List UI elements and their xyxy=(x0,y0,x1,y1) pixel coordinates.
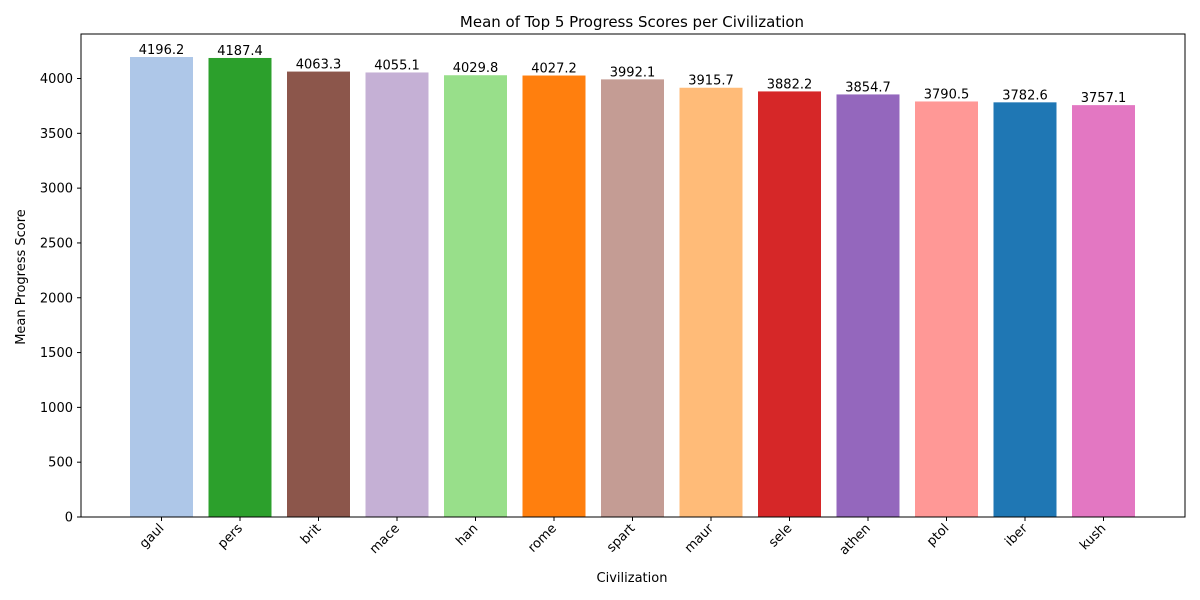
y-tick-label: 0 xyxy=(65,511,73,526)
bar-iber xyxy=(993,102,1057,518)
x-tick-label-pers: pers xyxy=(215,521,246,552)
x-axis-label: Civilization xyxy=(597,571,668,586)
data-label-gaul: 4196.2 xyxy=(139,43,185,58)
chart-title: Mean of Top 5 Progress Scores per Civili… xyxy=(460,13,804,31)
x-tick-label-athen: athen xyxy=(837,521,874,558)
bar-maur xyxy=(679,87,743,517)
data-label-rome: 4027.2 xyxy=(531,62,577,77)
data-label-mace: 4055.1 xyxy=(374,58,420,73)
y-tick-label: 2500 xyxy=(40,236,73,251)
bar-brit xyxy=(287,71,350,518)
x-tick-label-kush: kush xyxy=(1077,521,1109,553)
data-label-iber: 3782.6 xyxy=(1002,88,1048,103)
bar-spart xyxy=(601,79,664,518)
x-tick-label-mace: mace xyxy=(367,521,403,557)
x-tick-label-gaul: gaul xyxy=(137,521,167,551)
bar-ptol xyxy=(915,101,978,517)
data-label-kush: 3757.1 xyxy=(1081,91,1127,106)
data-label-ptol: 3790.5 xyxy=(924,87,970,102)
bar-athen xyxy=(836,94,900,517)
y-tick-label: 3000 xyxy=(40,182,73,197)
bar-mace xyxy=(365,72,429,517)
y-tick-label: 1000 xyxy=(40,401,73,416)
data-label-athen: 3854.7 xyxy=(845,80,891,95)
y-axis-label: Mean Progress Score xyxy=(14,209,29,345)
bar-gaul xyxy=(130,56,193,517)
bars-layer xyxy=(130,56,1135,518)
y-tick-label: 3500 xyxy=(40,127,73,142)
x-tick-label-iber: iber xyxy=(1002,521,1031,550)
x-tick-label-brit: brit xyxy=(298,521,324,547)
y-tick-label: 4000 xyxy=(40,72,73,87)
data-label-spart: 3992.1 xyxy=(610,65,656,80)
x-tick-label-han: han xyxy=(453,521,481,549)
bar-kush xyxy=(1072,105,1135,517)
data-labels-layer: 4196.2 4187.4 4063.3 4055.1 4029.8 4027.2 3992… xyxy=(139,43,1127,106)
data-label-brit: 4063.3 xyxy=(296,58,342,73)
x-tick-label-spart: spart xyxy=(604,521,638,555)
data-label-han: 4029.8 xyxy=(453,61,499,76)
y-tick-label: 2000 xyxy=(40,291,73,306)
y-tick-label: 500 xyxy=(48,456,73,471)
y-axis: 0 500 1000 1500 2000 2500 3000 3500 4000 xyxy=(40,72,81,526)
bar-sele xyxy=(758,91,821,517)
x-tick-label-rome: rome xyxy=(525,521,559,555)
y-tick-label: 1500 xyxy=(40,346,73,361)
x-tick-label-maur: maur xyxy=(682,521,717,556)
x-axis: gaul pers brit mace han rome spart maur sele athe… xyxy=(137,517,1109,558)
x-tick-label-sele: sele xyxy=(766,521,795,550)
data-label-sele: 3882.2 xyxy=(767,77,813,92)
bar-pers xyxy=(208,57,272,517)
data-label-maur: 3915.7 xyxy=(688,74,734,89)
data-label-pers: 4187.4 xyxy=(217,44,263,59)
x-tick-label-ptol: ptol xyxy=(924,521,952,549)
plot-frame xyxy=(80,33,1186,518)
bar-han xyxy=(444,75,507,517)
bar-rome xyxy=(522,75,586,518)
